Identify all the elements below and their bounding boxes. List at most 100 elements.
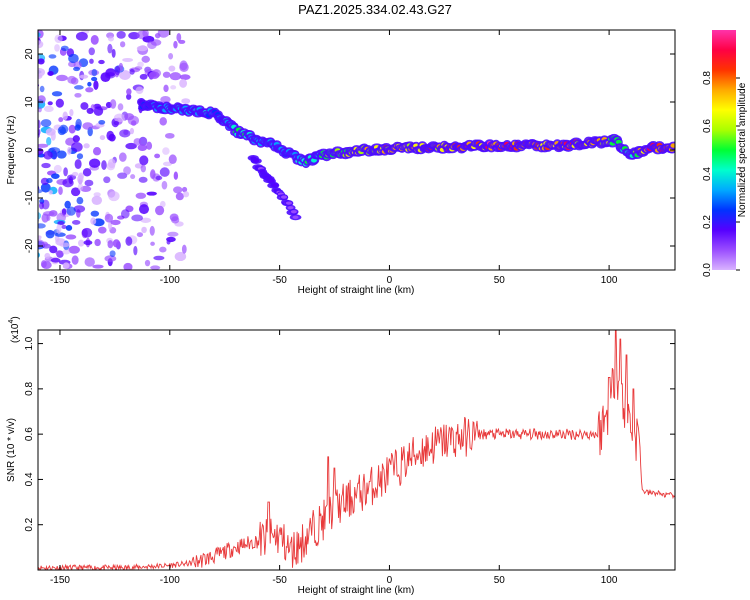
noise-blob	[38, 201, 44, 210]
noise-blob	[90, 35, 99, 45]
noise-blob	[67, 75, 77, 84]
noise-blob	[55, 250, 64, 256]
noise-blob	[133, 138, 142, 146]
noise-blob	[83, 240, 93, 246]
noise-blob	[41, 162, 51, 169]
noise-blob	[55, 98, 64, 108]
noise-blob	[140, 217, 152, 223]
noise-blob	[49, 245, 58, 254]
noise-blob	[101, 160, 107, 170]
noise-blob	[110, 219, 121, 226]
y-tick-label: 20	[24, 48, 35, 60]
spectrogram-x-ticks: -150 -100 -50 0 50 100	[50, 30, 618, 286]
noise-blob	[178, 39, 186, 44]
noise-blob	[91, 76, 98, 82]
noise-blob	[159, 167, 170, 177]
noise-blob	[94, 238, 101, 247]
noise-blob	[78, 239, 85, 247]
noise-blob	[69, 108, 74, 117]
noise-blob	[181, 244, 187, 254]
branch-core	[287, 206, 294, 210]
noise-blob	[44, 252, 51, 260]
noise-blob	[174, 251, 187, 262]
x-tick-label: 0	[387, 275, 393, 286]
noise-blob	[79, 74, 89, 79]
x-tick-label: -50	[272, 575, 287, 586]
colorbar-tick-label: 0.2	[702, 215, 713, 229]
noise-blob	[48, 54, 57, 59]
noise-blob	[114, 65, 121, 76]
noise-blob	[93, 192, 101, 197]
noise-blob	[43, 105, 54, 113]
noise-blob	[136, 232, 144, 238]
noise-blob	[89, 158, 101, 168]
noise-blob	[119, 70, 131, 80]
noise-blob	[73, 205, 86, 213]
snr-multiplier-exp: 4	[8, 320, 15, 324]
colorbar-ticks: 0.0 0.2 0.4 0.6 0.8	[702, 71, 740, 277]
y-tick-label: -10	[24, 190, 35, 205]
noise-blob	[62, 249, 71, 255]
spectrogram-y-ticks: 20 10 0 -10 -20	[24, 48, 675, 253]
noise-blob	[31, 257, 38, 265]
noise-blob	[150, 169, 156, 179]
noise-blob	[62, 111, 68, 120]
noise-blob	[108, 191, 120, 202]
noise-blob	[38, 235, 42, 240]
noise-blob	[38, 252, 41, 259]
noise-blob	[84, 179, 94, 187]
snr-x-label: Height of straight line (km)	[298, 585, 415, 596]
noise-blob	[71, 142, 83, 152]
noise-blob	[32, 41, 37, 50]
noise-blob	[161, 180, 168, 190]
x-tick-label: -150	[50, 275, 70, 286]
noise-blob	[38, 32, 41, 38]
colorbar: 0.0 0.2 0.4 0.6 0.8 Normalized spectral ampl…	[702, 30, 748, 277]
noise-blob	[120, 209, 130, 219]
y-tick-label: 0.6	[24, 427, 35, 441]
noise-blob	[90, 210, 100, 217]
noise-blob	[83, 143, 90, 149]
noise-blob	[53, 164, 62, 174]
noise-blob	[175, 192, 184, 201]
spectrogram-noise	[31, 30, 191, 270]
noise-blob	[176, 33, 182, 42]
colorbar-label: Normalized spectral amplitude	[737, 82, 748, 217]
noise-blob	[116, 31, 126, 39]
noise-blob	[100, 72, 111, 83]
noise-blob	[168, 52, 174, 60]
noise-blob	[160, 95, 171, 104]
svg-text:(x104): (x104)	[8, 316, 21, 343]
noise-blob	[168, 65, 176, 72]
snr-series	[38, 330, 675, 570]
noise-blob	[126, 88, 132, 96]
noise-blob	[68, 53, 79, 64]
noise-blob	[38, 107, 42, 113]
noise-blob	[71, 219, 81, 225]
noise-blob	[138, 136, 148, 147]
noise-blob	[137, 61, 144, 68]
noise-blob	[173, 186, 183, 194]
noise-blob	[129, 127, 135, 135]
noise-blob	[113, 113, 126, 123]
noise-blob	[54, 232, 66, 237]
branch-core	[292, 215, 299, 219]
noise-blob	[109, 99, 117, 109]
noise-blob	[131, 214, 143, 222]
snr-frame	[37, 329, 676, 571]
noise-blob	[182, 191, 190, 198]
branch-core	[285, 201, 292, 205]
noise-blob	[54, 44, 60, 52]
noise-blob	[56, 224, 62, 235]
noise-blob	[154, 32, 161, 39]
noise-blob	[38, 128, 41, 136]
noise-blob	[68, 245, 80, 254]
y-tick-label: 0.2	[24, 517, 35, 531]
x-tick-label: 50	[494, 575, 506, 586]
colorbar-tick-label: 0.6	[702, 119, 713, 133]
noise-blob	[111, 48, 116, 58]
noise-blob	[91, 195, 103, 205]
noise-blob	[139, 155, 149, 166]
